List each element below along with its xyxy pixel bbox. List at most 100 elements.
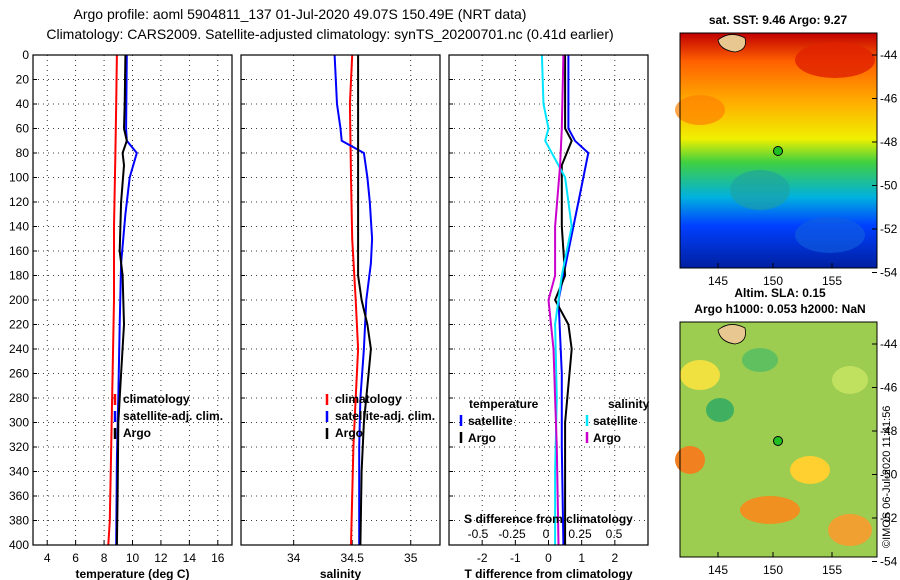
sla-patch	[740, 496, 800, 524]
legend-label: satellite	[468, 414, 513, 428]
x-tick-label: 14	[183, 551, 197, 565]
profile-panel-3: -2 -1 0 1 2 T difference from climatology temp…	[448, 54, 650, 580]
legend-label: Argo	[593, 431, 621, 445]
lat-tick-label: -46	[880, 381, 898, 395]
sst-patch	[730, 170, 790, 210]
secondary-tick-label: 0.5	[606, 527, 623, 541]
depth-tick-label: 40	[16, 97, 30, 111]
legend-label: satellite-adj. clim.	[335, 409, 435, 423]
x-tick-label: 4	[44, 551, 51, 565]
sst-map-title: sat. SST: 9.46 Argo: 9.27	[709, 13, 848, 27]
legend-label: Argo	[468, 431, 496, 445]
x-tick-label: 0	[545, 551, 552, 565]
x-tick-label: 35	[404, 551, 418, 565]
secondary-tick-label: -0.5	[468, 527, 489, 541]
x-axis-label: T difference from climatology	[464, 567, 632, 580]
depth-tick-label: 140	[9, 220, 29, 234]
legend-label: climatology	[335, 392, 402, 406]
legend-heading: salinity	[608, 397, 650, 411]
sla-patch	[675, 446, 705, 474]
sla-patch	[832, 366, 868, 394]
x-tick-label: 12	[154, 551, 168, 565]
lat-tick-label: -48	[880, 135, 898, 149]
depth-tick-label: 240	[9, 342, 29, 356]
plot-frame	[32, 54, 233, 546]
depth-tick-label: 280	[9, 391, 29, 405]
depth-tick-label: 60	[16, 122, 30, 136]
title-line-2: Climatology: CARS2009. Satellite-adjuste…	[46, 26, 614, 42]
lon-tick-label: 155	[822, 274, 842, 288]
series-climatology	[107, 54, 118, 546]
x-tick-label: 1	[578, 551, 585, 565]
depth-tick-label: 260	[9, 367, 29, 381]
plot-frame	[448, 54, 649, 546]
series-argo	[115, 54, 128, 546]
x-axis-label: temperature (deg C)	[75, 567, 189, 580]
depth-tick-label: 80	[16, 146, 30, 160]
sst-patch	[795, 217, 865, 253]
sla-patch	[742, 348, 778, 372]
depth-tick-label: 400	[9, 538, 29, 552]
legend-label: climatology	[123, 392, 190, 406]
depth-tick-label: 300	[9, 416, 29, 430]
depth-tick-label: 160	[9, 244, 29, 258]
legend-heading: temperature	[469, 397, 539, 411]
depth-tick-label: 320	[9, 440, 29, 454]
sla-map-title-1: Altim. SLA: 0.15	[734, 286, 826, 300]
sla-map-title-2: Argo h1000: 0.053 h2000: NaN	[694, 302, 865, 316]
credit-stamp: ©IMOS 06-Jul-2020 11:41:56	[881, 406, 893, 548]
sla-map-frame	[679, 321, 878, 558]
secondary-tick-label: -0.25	[498, 527, 526, 541]
sst-patch	[795, 42, 875, 78]
x-axis-label: salinity	[320, 567, 362, 580]
secondary-axis-label: S difference from climatology	[464, 512, 633, 526]
argo-float-marker	[773, 146, 783, 156]
lat-tick-label: -48	[880, 424, 898, 438]
depth-tick-label: 0	[22, 48, 29, 62]
depth-tick-label: 120	[9, 195, 29, 209]
lon-tick-label: 150	[763, 563, 783, 577]
series-satellite-adj-clim-	[333, 54, 374, 545]
depth-tick-label: 220	[9, 318, 29, 332]
lat-tick-label: -50	[880, 468, 898, 482]
depth-tick-label: 360	[9, 489, 29, 503]
profile-panel-1: 4 6 8 10 12 14 1602040608010012014016018020022…	[9, 48, 233, 580]
title-line-1: Argo profile: aoml 5904811_137 01-Jul-20…	[73, 6, 527, 22]
lat-tick-label: -54	[880, 266, 898, 280]
secondary-tick-label: 0	[543, 527, 550, 541]
tasmania-coast	[717, 324, 746, 345]
depth-tick-label: 180	[9, 269, 29, 283]
sla-patch	[706, 398, 734, 422]
x-tick-label: 34	[287, 551, 301, 565]
x-tick-label: 2	[611, 551, 618, 565]
lat-tick-label: -44	[880, 48, 898, 62]
sla-patch	[828, 514, 872, 546]
lon-tick-label: 145	[708, 563, 728, 577]
series-temperature-satellite	[557, 55, 590, 546]
x-tick-label: 8	[101, 551, 108, 565]
lat-tick-label: -52	[880, 511, 898, 525]
x-tick-label: 16	[211, 551, 225, 565]
plot-frame	[240, 54, 441, 546]
lat-tick-label: -54	[880, 555, 898, 569]
depth-tick-label: 340	[9, 465, 29, 479]
sst-map-frame	[679, 32, 878, 269]
argo-float-marker	[773, 436, 783, 446]
depth-tick-label: 100	[9, 171, 29, 185]
sst-map: sat. SST: 9.46 Argo: 9.27 -44 -46 -48 -50 -5…	[675, 13, 898, 288]
depth-tick-label: 200	[9, 293, 29, 307]
legend-label: satellite	[593, 414, 638, 428]
lat-tick-label: -50	[880, 179, 898, 193]
lat-tick-label: -46	[880, 92, 898, 106]
x-tick-label: 34.5	[341, 551, 365, 565]
lon-tick-label: 145	[708, 274, 728, 288]
profile-panel-2: 34 34.5 35 salinity climatology satellite-adj…	[240, 54, 441, 580]
lat-tick-label: -44	[880, 337, 898, 351]
x-tick-label: -2	[477, 551, 488, 565]
sst-patch	[675, 95, 725, 125]
x-tick-label: 6	[72, 551, 79, 565]
legend-label: Argo	[123, 426, 151, 440]
tasmania-coast	[717, 34, 746, 53]
series-salinity-argo	[547, 54, 565, 546]
